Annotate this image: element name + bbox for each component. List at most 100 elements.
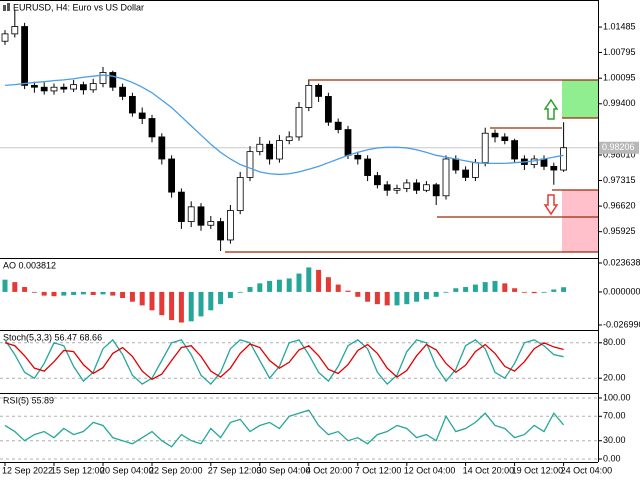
y-tick-label: 0.98010 [603,149,636,159]
bar [443,291,449,293]
x-tick-label: 30 Sep 04:00 [257,465,311,475]
candle-body [138,112,146,119]
bar [22,287,28,292]
x-tick-label: 24 Oct 04:00 [561,465,613,475]
x-tick-label: 15 Sep 12:00 [51,465,105,475]
candle-body [148,118,156,138]
bar [159,291,165,316]
bar [178,291,184,323]
candle-body [187,206,195,222]
candle-body [50,86,58,92]
x-tick-label: 19 Oct 12:00 [512,465,564,475]
bar [492,280,498,292]
candle-body [30,84,38,88]
candle-body [236,176,244,211]
candle-body [60,86,68,90]
x-tick-label: 4 Oct 20:00 [306,465,353,475]
candle-body [40,86,48,92]
bar [521,291,527,293]
candle-body [315,84,323,97]
bar [208,291,214,311]
bar [41,291,47,296]
bar [129,291,135,302]
bar [453,288,459,292]
candle-body [422,184,430,191]
up-arrow [543,98,559,120]
y-tick-label: 0.000000 [603,286,640,296]
bar [110,291,116,296]
candle-body [217,221,225,241]
candle-body [511,140,519,160]
bar [541,291,547,293]
indicator-line [4,409,565,448]
bar [2,279,8,292]
bar [404,291,410,305]
moving-average [4,74,564,176]
x-tick-label: 12 Sep 2022 [2,465,53,475]
candle-body [471,162,479,178]
bar [325,277,331,292]
bar [90,291,96,295]
buy-zone [562,80,598,118]
candle-body [413,182,421,191]
bar [120,291,126,299]
candle-body [226,210,234,241]
candle-body [540,158,548,167]
candle-body [550,165,558,171]
candle-body [99,72,107,84]
candle-body [432,184,440,197]
panel-frames [0,0,599,463]
x-tick-label: 14 Oct 20:00 [463,465,515,475]
bar [502,283,508,292]
candle-body [452,158,460,171]
candle-body [501,136,509,141]
bar [531,291,537,294]
bar [247,287,253,292]
bar [423,291,429,300]
bar [316,269,322,292]
y-tick-label: -0.026990 [603,319,640,329]
y-tick-label: 30.00 [603,435,626,445]
bar [512,288,518,292]
bar [257,283,263,292]
bar [80,291,86,295]
y-tick-label: 0.96620 [603,200,636,210]
bar [414,291,420,302]
down-arrow [543,194,559,216]
candle-body [442,158,450,197]
panel-title: AO 0.003812 [3,260,56,270]
candle-body [1,33,9,42]
x-tick-label: 22 Sep 20:00 [149,465,203,475]
candle-body [128,96,136,114]
panel-title: EURUSD, H4: Euro vs US Dollar [13,2,144,12]
bar [12,282,18,292]
bar [561,287,567,292]
bar [237,291,243,293]
bar [433,291,439,297]
candle-body [354,154,362,160]
y-tick-label: 20.00 [603,373,626,383]
candle-body [295,107,303,138]
sell-zone [562,190,598,252]
candle-body [481,132,489,164]
x-tick-label: 20 Sep 04:00 [100,465,154,475]
candle-body [373,175,381,186]
candle-body [305,84,313,108]
bar [31,291,37,293]
bar [188,291,194,322]
bar [227,291,233,299]
current-price-label: 0.98206 [602,142,635,152]
candle-body [246,151,254,178]
bar [394,291,400,306]
y-tick-label: 1.00095 [603,73,636,83]
current-price-box [599,141,639,154]
candle-body [462,169,470,178]
bar [61,291,67,296]
indicator-line [4,338,564,386]
candle-body [344,129,352,156]
y-tick-label: 1.00795 [603,47,636,57]
candle-body [266,143,274,160]
candle-body [80,84,87,91]
candle-body [334,121,342,130]
